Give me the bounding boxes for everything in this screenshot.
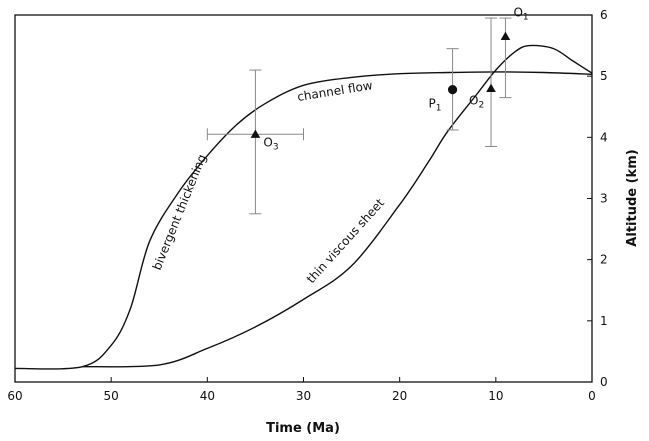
point-marker-O1 (500, 31, 511, 41)
y-tick-label: 4 (600, 130, 608, 144)
x-tick-label: 0 (588, 389, 596, 403)
x-tick-label: 10 (488, 389, 503, 403)
x-axis-title: Time (Ma) (266, 421, 340, 436)
point-label-O2: O2 (469, 93, 484, 110)
point-label-O1: O1 (513, 5, 528, 22)
point-marker-O3 (250, 129, 261, 138)
y-tick-label: 5 (600, 69, 608, 83)
x-tick-label: 60 (7, 389, 22, 403)
curves (14, 44, 593, 370)
point-marker-O2 (486, 83, 496, 92)
y-tick-label: 1 (600, 314, 608, 328)
curve-bivergent-thickening (14, 71, 593, 370)
x-axis-ticks: 60 50 40 30 20 10 0 (7, 377, 596, 403)
x-tick-label: 40 (200, 389, 215, 403)
y-axis-title: Altitude (km) (625, 149, 640, 246)
y-axis-ticks: 0 1 2 3 4 5 6 (587, 8, 608, 389)
x-tick-label: 30 (296, 389, 311, 403)
point-label-O3: O3 (263, 135, 278, 152)
curve-label-thin-viscous-sheet: thin viscous sheet (304, 196, 387, 286)
y-tick-label: 2 (600, 253, 608, 267)
y-tick-label: 3 (600, 192, 608, 206)
x-tick-label: 50 (104, 389, 119, 403)
curve-thin-viscous-sheet (82, 44, 593, 368)
point-marker-P1 (447, 85, 458, 95)
y-tick-label: 6 (600, 8, 608, 22)
error-bars (206, 17, 512, 215)
curve-label-channel-flow: channel flow (296, 78, 373, 104)
x-tick-label: 20 (392, 389, 407, 403)
point-label-P1: P1 (429, 97, 442, 114)
observation-points: O1 O2 O3 P1 (250, 5, 529, 152)
curve-label-bivergent-thickening: bivergent thickening (150, 152, 209, 272)
y-tick-label: 0 (600, 375, 608, 389)
